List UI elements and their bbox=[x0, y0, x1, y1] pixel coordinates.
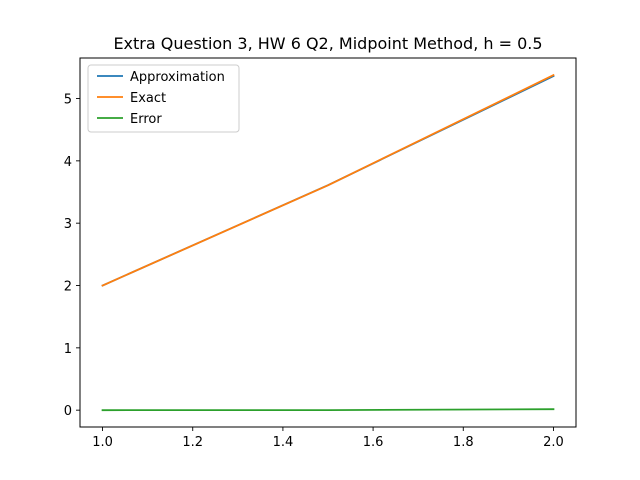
series-line-error bbox=[101, 408, 555, 412]
legend-box bbox=[87, 64, 240, 133]
y-tick-label: 1 bbox=[64, 342, 72, 357]
series-layer bbox=[101, 73, 555, 412]
y-tick-label: 3 bbox=[64, 217, 72, 232]
legend-label-exact: Exact bbox=[130, 91, 166, 106]
legend-label-error: Error bbox=[130, 112, 162, 127]
ticks-layer: 1.0 1.2 1.4 1.6 1.8 2.0 0 1 2 3 4 5 bbox=[64, 93, 564, 450]
plot-frame bbox=[79, 57, 577, 428]
series-line-exact bbox=[101, 73, 555, 287]
legend-label-approximation: Approximation bbox=[130, 70, 225, 85]
y-tick-label: 4 bbox=[64, 155, 72, 170]
x-tick-label: 1.6 bbox=[363, 435, 384, 450]
x-tick-label: 1.8 bbox=[453, 435, 474, 450]
y-tick-label: 0 bbox=[64, 404, 72, 419]
y-tick-label: 2 bbox=[64, 280, 72, 295]
x-tick-label: 1.2 bbox=[182, 435, 203, 450]
legend: Approximation Exact Error bbox=[87, 64, 240, 133]
x-tick-label: 1.4 bbox=[273, 435, 294, 450]
x-tick-label: 1.0 bbox=[92, 435, 113, 450]
chart-title: Extra Question 3, HW 6 Q2, Midpoint Meth… bbox=[113, 34, 542, 53]
y-tick-label: 5 bbox=[64, 93, 72, 108]
x-tick-label: 2.0 bbox=[543, 435, 564, 450]
